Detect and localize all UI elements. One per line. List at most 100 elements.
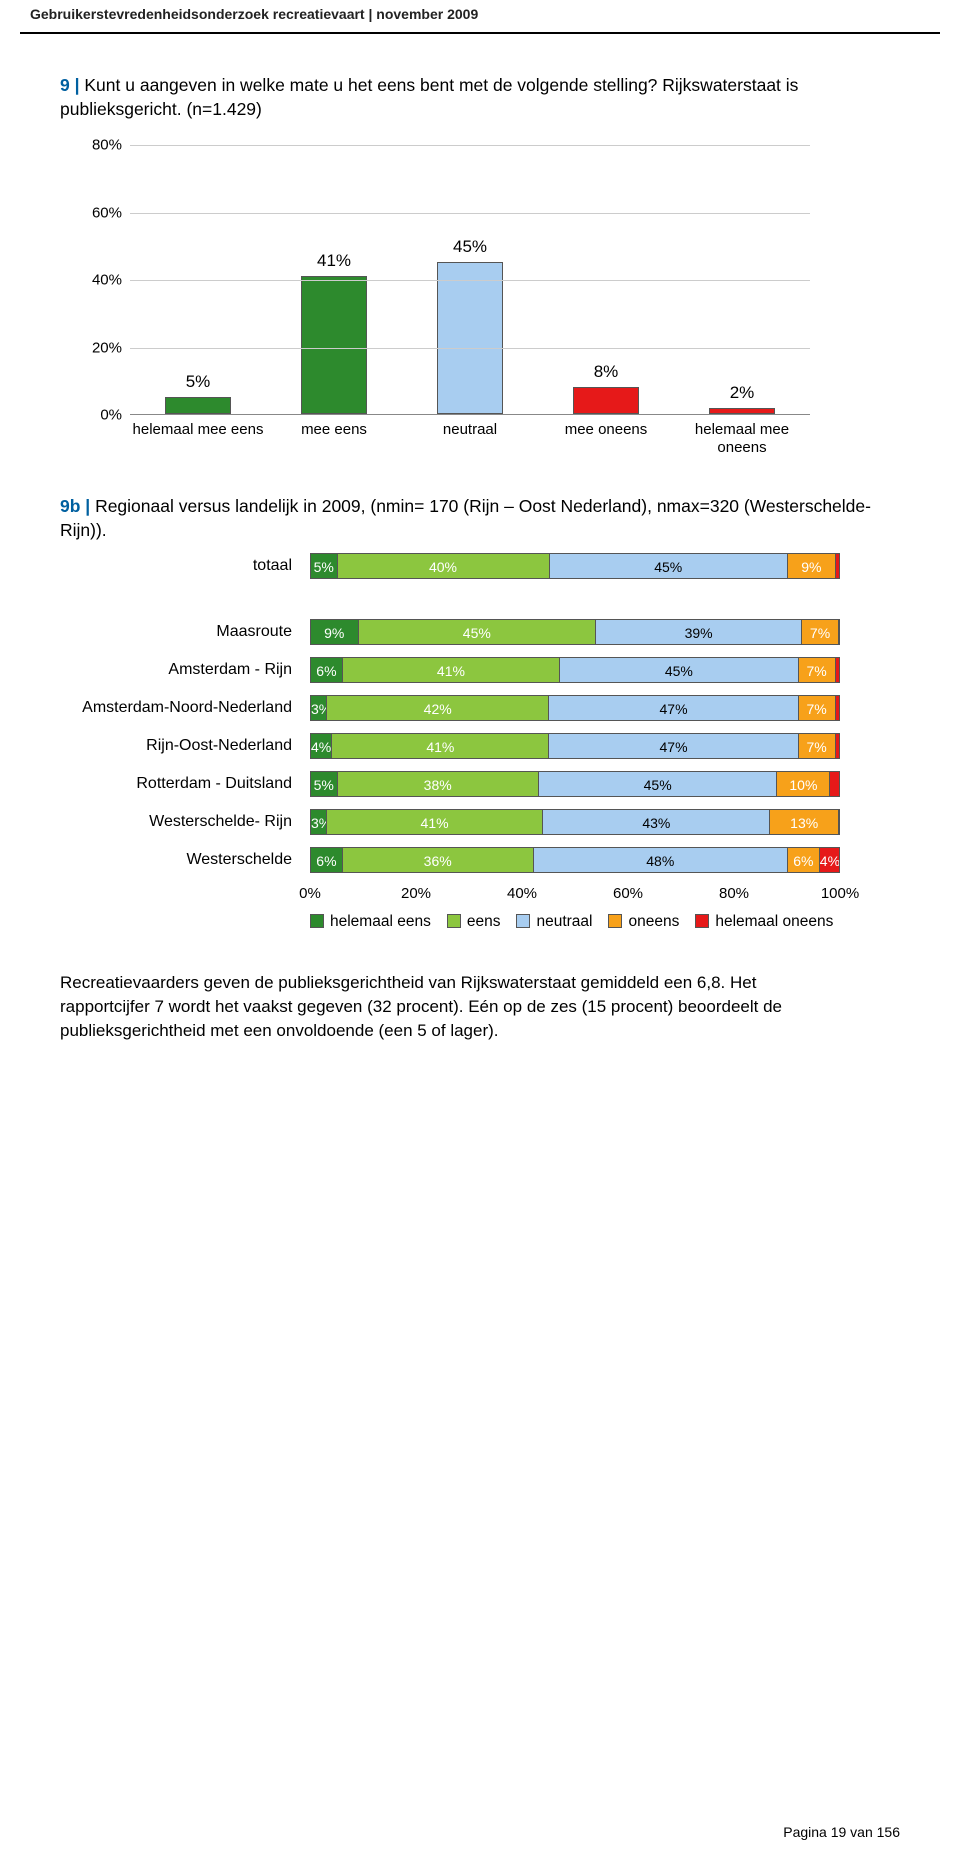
chart-1-bar-value: 5% <box>166 372 230 392</box>
chart-2-segment: 36% <box>342 847 533 873</box>
chart-2-legend-item: helemaal eens <box>310 913 431 931</box>
chart-2-segment <box>835 733 840 759</box>
chart-1-category-label: mee eens <box>266 421 402 439</box>
chart-2-row: Westerschelde- Rijn3%41%43%13% <box>60 803 860 841</box>
chart-1-bar-3: 8% <box>573 387 639 414</box>
chart-2-segment: 9% <box>310 619 358 645</box>
chart-2-segment: 47% <box>548 695 797 721</box>
chart-2-segment: 41% <box>326 809 542 835</box>
chart-2-segment <box>835 553 840 579</box>
chart-2-legend-swatch <box>447 914 461 928</box>
body-paragraph: Recreatievaarders geven de publieksgeric… <box>60 971 800 1043</box>
chart-2-legend-item: helemaal oneens <box>695 913 833 931</box>
chart-2-legend: helemaal eenseensneutraaloneenshelemaal … <box>310 913 833 931</box>
chart-2-row: Rijn-Oost-Nederland4%41%47%7% <box>60 727 860 765</box>
page-footer: Pagina 19 van 156 <box>783 1824 900 1840</box>
chart-2-stacked-bar: totaal5%40%45%9%Maasroute9%45%39%7%Amste… <box>60 547 860 945</box>
question-1-text: Kunt u aangeven in welke mate u het eens… <box>60 75 798 119</box>
page-content: 9 | Kunt u aangeven in welke mate u het … <box>0 34 960 1043</box>
chart-2-xtick: 0% <box>299 885 321 902</box>
chart-1-bar-4: 2% <box>709 408 775 415</box>
chart-2-segment: 38% <box>337 771 538 797</box>
chart-2-segment: 45% <box>358 619 596 645</box>
chart-2-bar: 3%42%47%7% <box>310 695 840 721</box>
chart-2-segment: 7% <box>798 657 835 683</box>
chart-2-segment: 48% <box>533 847 787 873</box>
chart-2-legend-label: helemaal oneens <box>715 913 833 930</box>
chart-1-ytick: 0% <box>60 407 122 424</box>
chart-1-bar-value: 8% <box>574 362 638 382</box>
chart-2-segment: 4% <box>310 733 331 759</box>
chart-1-gridline <box>130 280 810 281</box>
chart-2-segment: 7% <box>798 733 835 759</box>
chart-2-segment: 3% <box>310 809 326 835</box>
chart-2-bar: 5%40%45%9% <box>310 553 840 579</box>
chart-2-legend-label: neutraal <box>536 913 592 930</box>
chart-2-xtick: 40% <box>507 885 537 902</box>
chart-2-segment: 5% <box>310 553 337 579</box>
question-1-title: 9 | Kunt u aangeven in welke mate u het … <box>60 74 900 121</box>
chart-2-segment: 42% <box>326 695 549 721</box>
chart-1-ytick: 60% <box>60 204 122 221</box>
chart-2-bar: 6%36%48%6%4% <box>310 847 840 873</box>
chart-2-row-label: Maasroute <box>60 613 300 651</box>
chart-1-ytick: 20% <box>60 339 122 356</box>
chart-2-legend-swatch <box>695 914 709 928</box>
chart-1-category-label: helemaal mee oneens <box>674 421 810 457</box>
chart-1-gridline <box>130 213 810 214</box>
chart-2-row-label: Amsterdam - Rijn <box>60 651 300 689</box>
chart-2-row-label: totaal <box>60 547 300 585</box>
chart-2-segment: 40% <box>337 553 549 579</box>
chart-2-legend-label: oneens <box>628 913 679 930</box>
chart-2-row-label: Westerschelde <box>60 841 300 879</box>
chart-2-segment: 45% <box>549 553 788 579</box>
chart-1-bar-value: 41% <box>302 251 366 271</box>
page-header: Gebruikerstevredenheidsonderzoek recreat… <box>20 0 940 34</box>
chart-1-bar-2: 45% <box>437 262 503 414</box>
chart-2-legend-label: helemaal eens <box>330 913 431 930</box>
chart-2-segment: 4% <box>819 847 840 873</box>
chart-1-ytick: 80% <box>60 137 122 154</box>
chart-1-category-label: neutraal <box>402 421 538 439</box>
chart-2-segment: 10% <box>776 771 829 797</box>
chart-2-xtick: 80% <box>719 885 749 902</box>
chart-2-segment: 3% <box>310 695 326 721</box>
chart-2-bar: 6%41%45%7% <box>310 657 840 683</box>
chart-2-row: Westerschelde6%36%48%6%4% <box>60 841 860 879</box>
chart-2-row: Rotterdam - Duitsland5%38%45%10% <box>60 765 860 803</box>
chart-2-xtick: 100% <box>821 885 859 902</box>
question-2-number: 9b | <box>60 496 90 516</box>
question-2-text: Regionaal versus landelijk in 2009, (nmi… <box>60 496 871 540</box>
chart-2-segment: 6% <box>787 847 819 873</box>
chart-2-row-label: Rijn-Oost-Nederland <box>60 727 300 765</box>
chart-2-segment <box>838 619 840 645</box>
chart-2-segment: 7% <box>801 619 838 645</box>
chart-2-segment <box>829 771 840 797</box>
chart-2-row: Amsterdam-Noord-Nederland 3%42%47%7% <box>60 689 860 727</box>
question-2-title: 9b | Regionaal versus landelijk in 2009,… <box>60 495 900 542</box>
chart-2-bar: 3%41%43%13% <box>310 809 840 835</box>
chart-1-ytick: 40% <box>60 272 122 289</box>
chart-2-segment: 7% <box>798 695 835 721</box>
chart-2-row: Maasroute 9%45%39%7% <box>60 613 860 651</box>
chart-2-legend-swatch <box>310 914 324 928</box>
chart-2-row-label: Amsterdam-Noord-Nederland <box>60 689 300 727</box>
chart-2-segment: 9% <box>787 553 835 579</box>
chart-2-row: Amsterdam - Rijn 6%41%45%7% <box>60 651 860 689</box>
chart-1-category-label: helemaal mee eens <box>130 421 266 439</box>
chart-2-xaxis: 0%20%40%60%80%100% <box>310 885 840 907</box>
chart-1-bar-1: 41% <box>301 276 367 414</box>
chart-2-segment <box>835 657 840 683</box>
chart-2-segment: 41% <box>331 733 548 759</box>
question-1-number: 9 | <box>60 75 80 95</box>
chart-1-bar: 5% 41% 45% 8% 2% 0% 20% 40% 60% 80% helemaal mee … <box>60 135 820 475</box>
chart-2-xtick: 20% <box>401 885 431 902</box>
chart-1-category-label: mee oneens <box>538 421 674 439</box>
chart-1-bar-0: 5% <box>165 397 231 414</box>
chart-2-bar: 9%45%39%7% <box>310 619 840 645</box>
chart-1-bar-value: 45% <box>438 237 502 257</box>
chart-2-segment: 41% <box>342 657 559 683</box>
chart-2-segment: 39% <box>595 619 801 645</box>
chart-2-legend-item: oneens <box>608 913 679 931</box>
chart-2-legend-swatch <box>516 914 530 928</box>
